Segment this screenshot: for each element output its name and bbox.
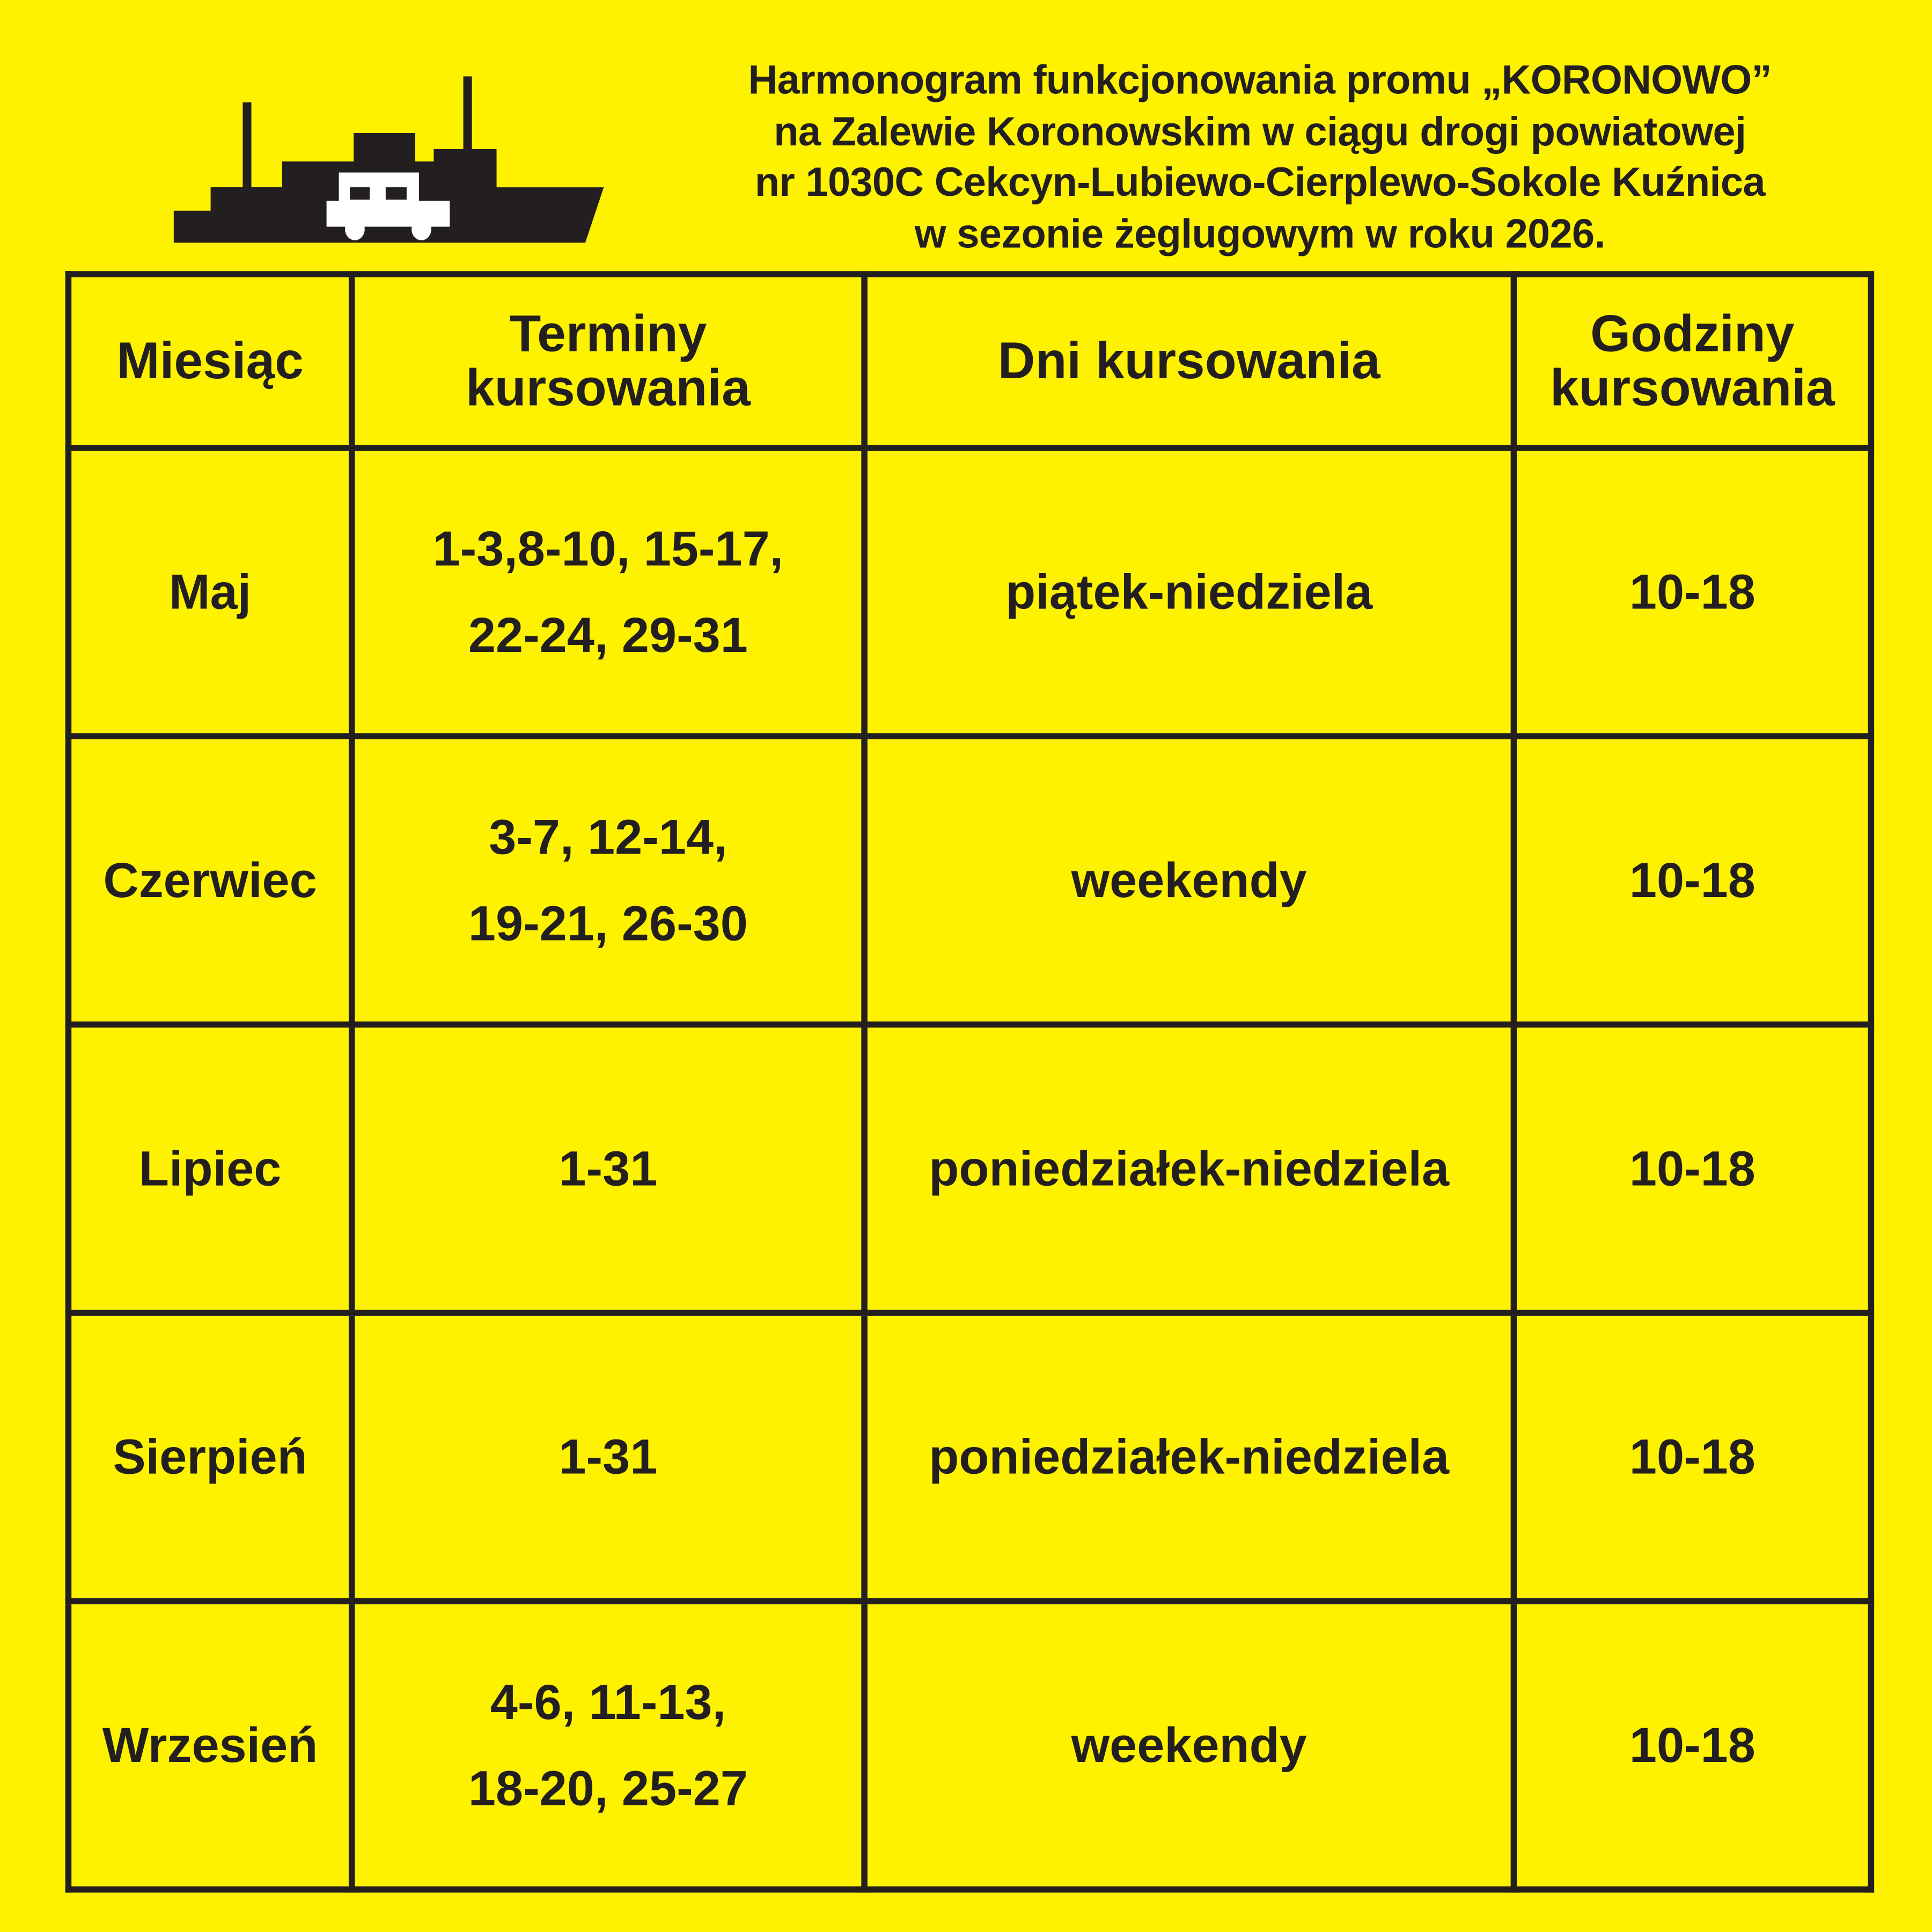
cell-days-text: weekendy (1071, 853, 1307, 908)
header-month: Miesiąc (65, 271, 355, 451)
cell-month-text: Maj (168, 564, 252, 620)
cell-dates-text: 19-21, 26-30 (468, 896, 748, 951)
cell-hours: 10-18 (1510, 1598, 1875, 1893)
cell-month: Lipiec (65, 1021, 355, 1316)
schedule-table: Miesiąc Terminy kursowania Dni kursowania… (65, 271, 1875, 1893)
header-label: kursowania (1550, 358, 1835, 417)
cell-hours: 10-18 (1510, 733, 1875, 1028)
cell-days-text: piątek-niedziela (1005, 564, 1373, 620)
cell-dates: 1-31 (348, 1021, 868, 1316)
cell-hours-text: 10-18 (1629, 564, 1755, 620)
title-line: w sezonie żeglugowym w roku 2026. (914, 210, 1606, 256)
cell-hours: 10-18 (1510, 1021, 1875, 1316)
cell-month-text: Lipiec (138, 1141, 282, 1196)
cell-dates: 1-31 (348, 1310, 868, 1605)
table-row: Lipiec 1-31 poniedziałek-niedziela 10-18 (65, 1021, 1875, 1316)
header-label: Dni kursowania (997, 331, 1380, 390)
title-line: Harmonogram funkcjonowania promu „KORONO… (748, 56, 1772, 102)
cell-dates-text: 1-31 (559, 1430, 658, 1485)
title-line: na Zalewie Koronowskim w ciągu drogi pow… (774, 107, 1746, 153)
cell-dates-text: 4-6, 11-13, (490, 1675, 726, 1730)
cell-dates: 4-6, 11-13, 18-20, 25-27 (348, 1598, 868, 1893)
cell-days: poniedziałek-niedziela (861, 1021, 1517, 1316)
cell-days-text: poniedziałek-niedziela (929, 1141, 1450, 1196)
cell-days-text: weekendy (1071, 1718, 1307, 1773)
cell-dates: 1-3,8-10, 15-17, 22-24, 29-31 (348, 445, 868, 739)
header-label: kursowania (466, 358, 751, 417)
page-title: Harmonogram funkcjonowania promu „KORONO… (616, 54, 1904, 259)
cell-hours: 10-18 (1510, 1310, 1875, 1605)
cell-hours-text: 10-18 (1629, 853, 1755, 908)
table-row: Czerwiec 3-7, 12-14, 19-21, 26-30 weekendy 1… (65, 733, 1875, 1028)
title-line: nr 1030C Cekcyn-Lubiewo-Cierplewo-Sokole… (754, 159, 1766, 205)
cell-month-text: Sierpień (113, 1430, 307, 1485)
cell-days: weekendy (861, 733, 1517, 1028)
table-row: Maj 1-3,8-10, 15-17, 22-24, 29-31 piątek-ni… (65, 445, 1875, 739)
cell-dates-text: 1-3,8-10, 15-17, (432, 521, 784, 576)
cell-month: Wrzesień (65, 1598, 355, 1893)
cell-hours-text: 10-18 (1629, 1430, 1755, 1485)
cell-month: Czerwiec (65, 733, 355, 1028)
header-label: Godziny (1590, 304, 1795, 363)
header-days: Dni kursowania (861, 271, 1517, 451)
cell-hours-text: 10-18 (1629, 1718, 1755, 1773)
cell-days: poniedziałek-niedziela (861, 1310, 1517, 1605)
cell-month-text: Wrzesień (102, 1718, 318, 1773)
header-label: Terminy (509, 304, 707, 363)
header-label: Miesiąc (116, 331, 304, 390)
table-row: Wrzesień 4-6, 11-13, 18-20, 25-27 weekendy 1… (65, 1598, 1875, 1893)
cell-dates-text: 3-7, 12-14, (489, 810, 728, 865)
cell-dates-text: 22-24, 29-31 (468, 608, 748, 663)
header-hours: Godziny kursowania (1510, 271, 1875, 451)
cell-dates-text: 18-20, 25-27 (468, 1761, 748, 1816)
cell-hours: 10-18 (1510, 445, 1875, 739)
cell-month: Sierpień (65, 1310, 355, 1605)
cell-dates: 3-7, 12-14, 19-21, 26-30 (348, 733, 868, 1028)
table-row: Sierpień 1-31 poniedziałek-niedziela 10-18 (65, 1310, 1875, 1605)
cell-days: weekendy (861, 1598, 1517, 1893)
table-header-row: Miesiąc Terminy kursowania Dni kursowania… (65, 271, 1875, 451)
header-dates: Terminy kursowania (348, 271, 868, 451)
cell-days: piątek-niedziela (861, 445, 1517, 739)
cell-dates-text: 1-31 (559, 1141, 658, 1196)
cell-month-text: Czerwiec (103, 853, 317, 908)
cell-month: Maj (65, 445, 355, 739)
ferry-with-car-icon (173, 76, 604, 243)
cell-hours-text: 10-18 (1629, 1141, 1755, 1196)
cell-days-text: poniedziałek-niedziela (929, 1430, 1450, 1485)
